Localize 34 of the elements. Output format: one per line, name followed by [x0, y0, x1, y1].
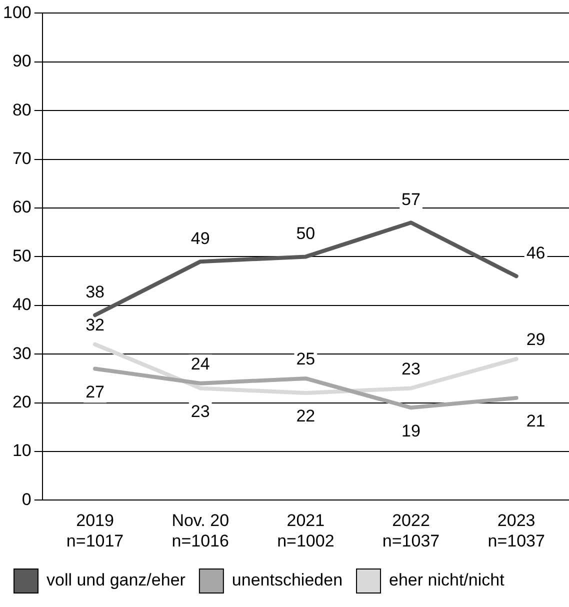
data-label: 27: [86, 382, 104, 402]
data-label: 50: [296, 224, 316, 243]
x-tick-label: 2021 n=1002: [277, 511, 334, 550]
data-label: 19: [402, 421, 420, 440]
data-label: 49: [190, 228, 210, 248]
y-tick-label: 100: [2, 2, 32, 22]
y-tick-label: 70: [12, 148, 32, 168]
legend-label: unentschieden: [232, 570, 343, 590]
x-tick-label: 2022 n=1037: [382, 511, 440, 550]
legend-label: voll und ganz/eher: [46, 570, 186, 590]
data-label: 21: [526, 412, 546, 431]
y-tick-label: 0: [22, 490, 32, 509]
y-tick-label: 40: [12, 295, 32, 314]
legend-label: eher nicht/nicht: [389, 570, 505, 590]
x-tick-label: 2019 n=1017: [66, 511, 124, 550]
data-label: 25: [296, 350, 316, 369]
y-tick-label: 20: [12, 392, 32, 412]
data-label: 32: [86, 316, 104, 335]
y-tick-label: 10: [12, 441, 32, 460]
data-label: 46: [526, 243, 546, 262]
data-label: 38: [86, 282, 104, 302]
y-tick-label: 80: [12, 100, 32, 120]
data-label: 29: [526, 330, 546, 350]
data-label: 24: [190, 354, 210, 374]
x-tick-label: 2023 n=1037: [488, 511, 545, 550]
data-label: 57: [402, 190, 420, 209]
y-tick-label: 30: [12, 344, 32, 363]
data-label: 23: [402, 359, 420, 378]
data-label: 22: [296, 406, 316, 426]
y-tick-label: 60: [12, 198, 32, 217]
y-tick-label: 50: [12, 246, 32, 266]
y-tick-label: 90: [12, 52, 32, 71]
x-tick-label: Nov. 20 n=1016: [172, 511, 230, 550]
data-label: 23: [190, 402, 210, 421]
